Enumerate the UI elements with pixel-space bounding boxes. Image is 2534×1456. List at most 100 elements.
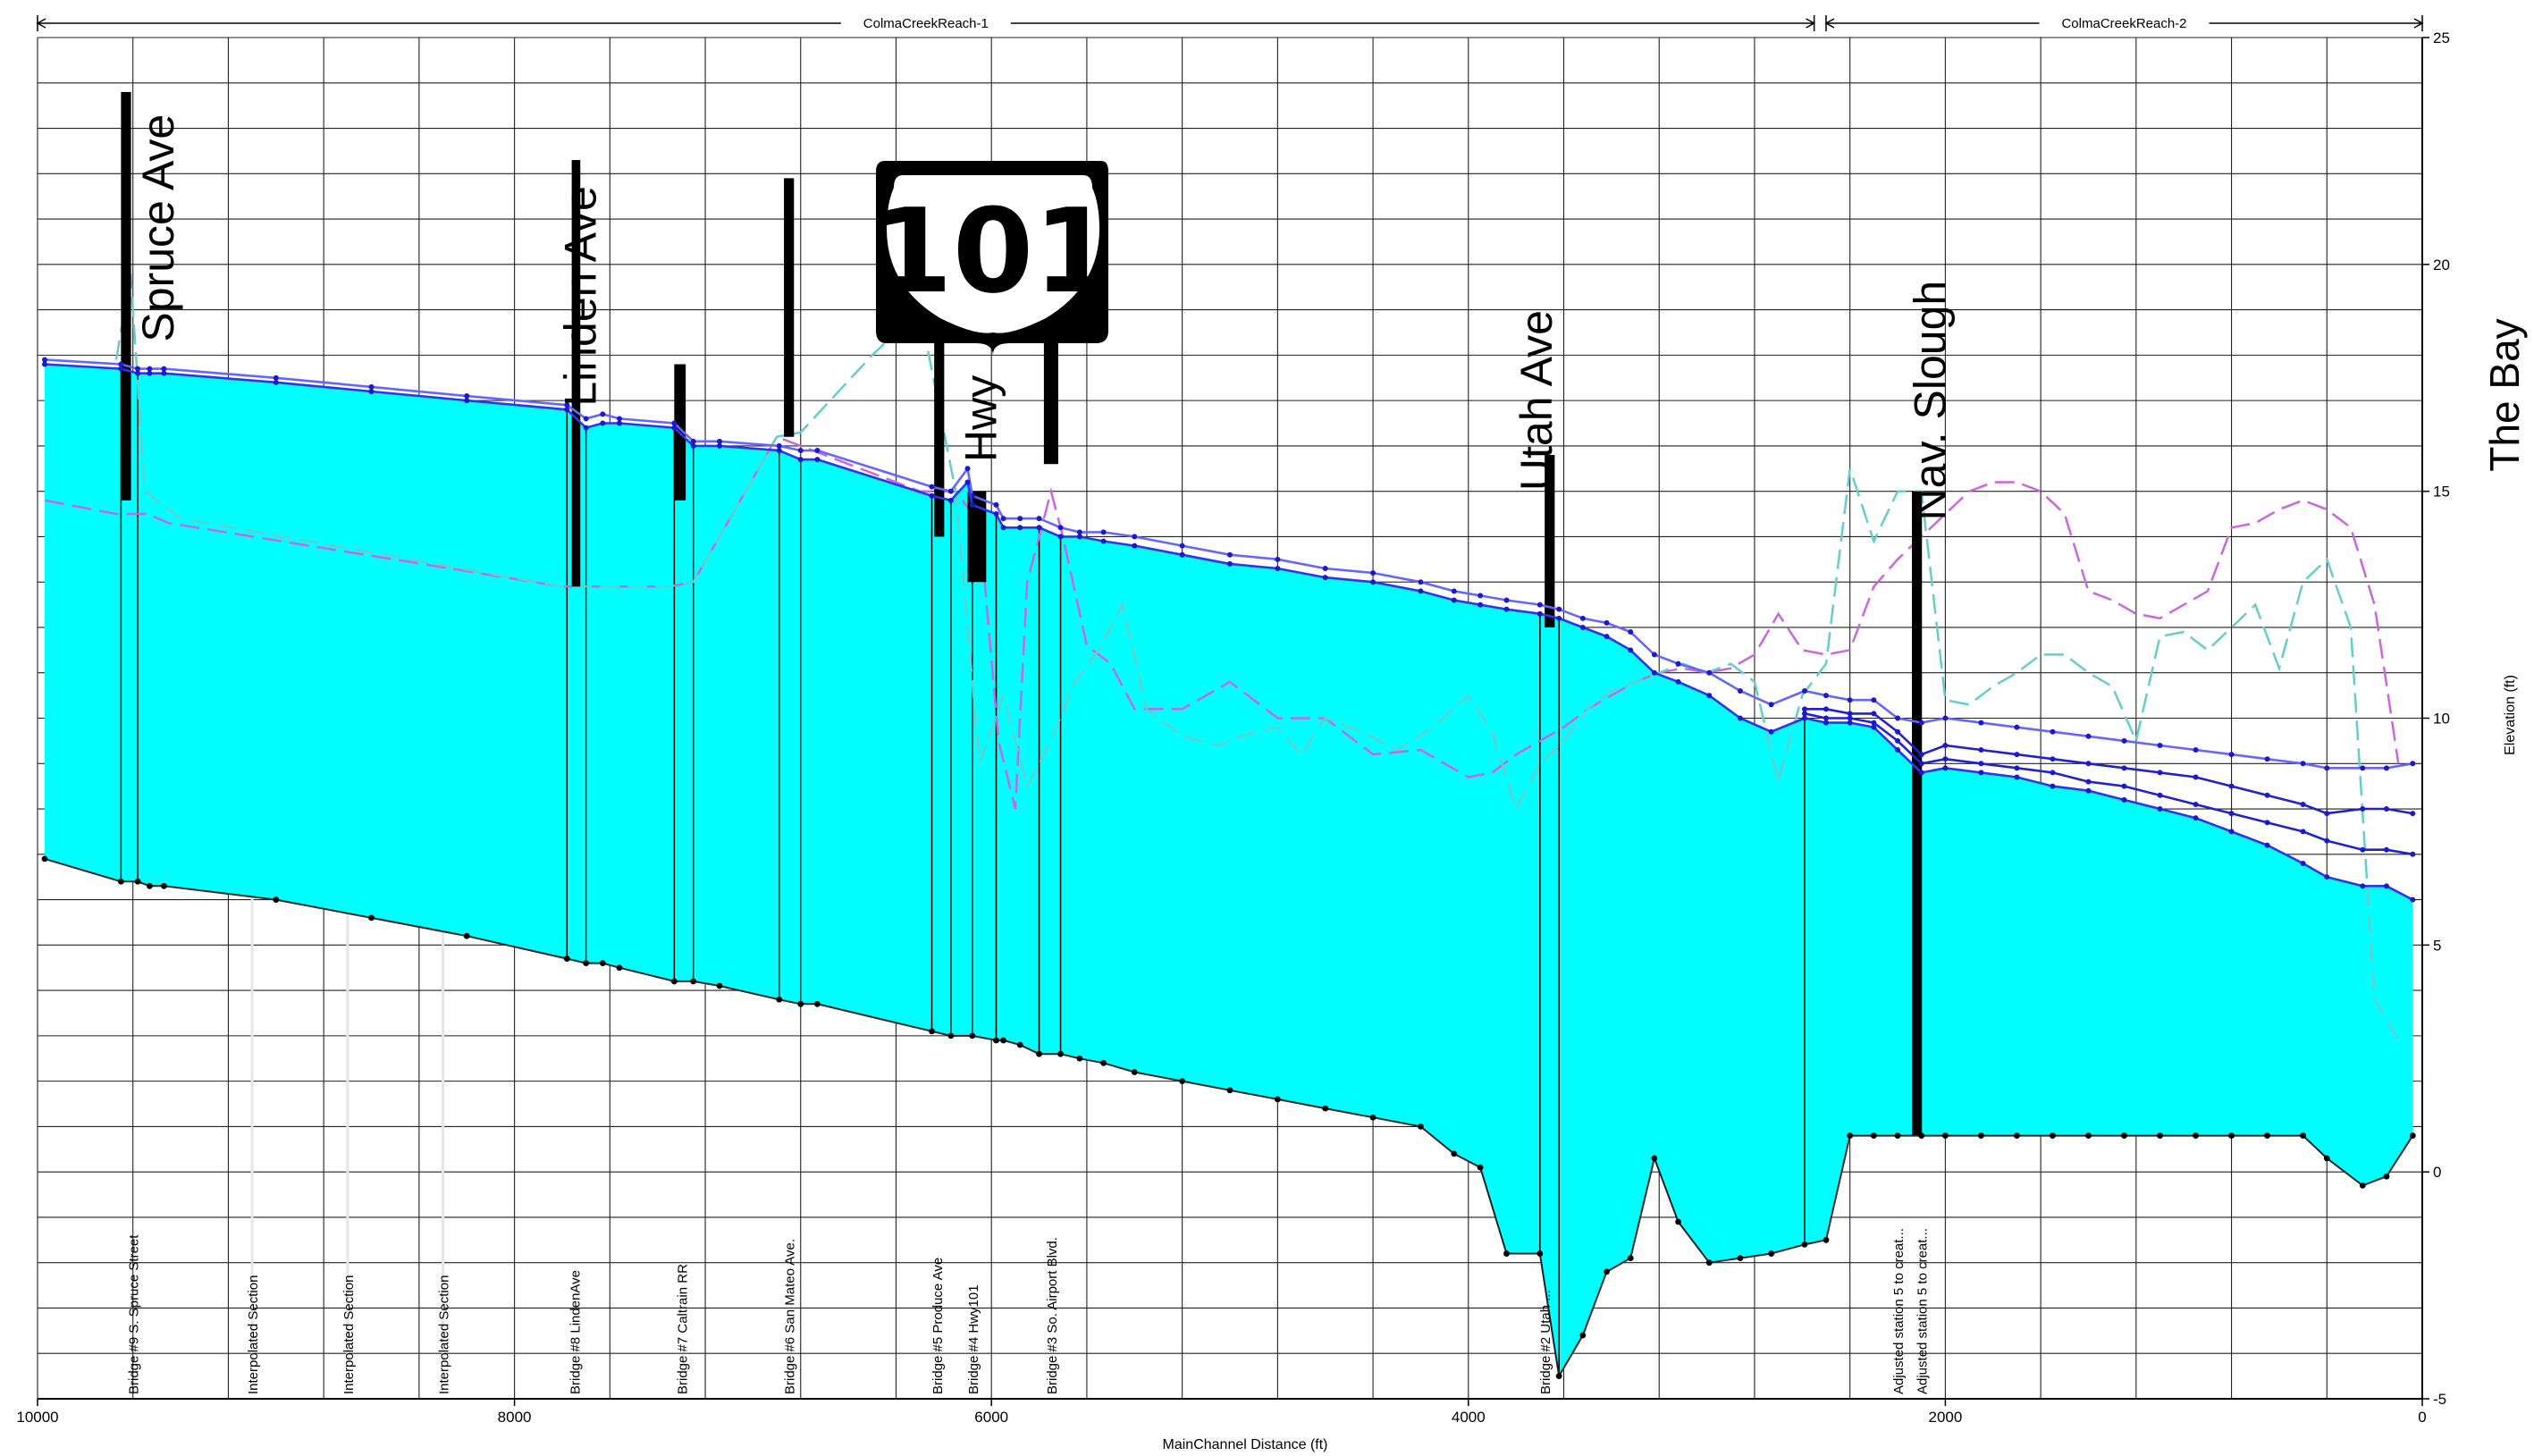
ground-point <box>368 914 375 922</box>
water-surface-line-point <box>1895 747 1901 753</box>
ground-point <box>1918 1132 1925 1139</box>
cross-section-label: Interpolated Section <box>437 1275 452 1394</box>
energy-grade-line-point <box>118 361 124 367</box>
energy-grade-line-point <box>1100 529 1107 535</box>
reach-arrow-icon <box>2413 18 2424 29</box>
water-surface-line-point <box>616 420 622 426</box>
ground-point <box>716 982 723 989</box>
ground-point <box>1179 1078 1186 1085</box>
water-surface-line-point <box>964 479 971 485</box>
cross-section-label: Bridge #7 Caltrain RR <box>675 1264 690 1394</box>
water-surface-line-2-point <box>2050 756 2056 762</box>
water-surface-line-point <box>2383 883 2389 889</box>
water-surface-line-3-point <box>2410 851 2416 857</box>
ground-point <box>969 1032 976 1039</box>
ground-point <box>2193 1132 2199 1139</box>
ground-point <box>2228 1132 2235 1139</box>
ground-point <box>2359 1182 2366 1189</box>
water-surface-line-3-point <box>2228 811 2235 817</box>
water-surface-line-2-point <box>2157 770 2163 776</box>
y-axis-title: Elevation (ft) <box>2503 675 2518 755</box>
ground-point <box>2121 1132 2127 1139</box>
water-surface-line-point <box>464 398 470 404</box>
energy-grade-line-point <box>1942 715 1949 721</box>
energy-grade-line-point <box>993 501 999 508</box>
water-surface-line-2-point <box>2085 761 2092 767</box>
ground-point <box>599 960 606 967</box>
water-surface-line-point <box>2360 883 2366 889</box>
ground-point <box>1555 1373 1562 1380</box>
energy-grade-line-point <box>1871 697 1877 703</box>
x-tick-label: 0 <box>2418 1409 2426 1426</box>
energy-grade-line-point <box>690 438 696 444</box>
energy-grade-line-point <box>1895 715 1901 721</box>
water-surface-line-point <box>135 370 141 376</box>
water-surface-line-3-point <box>1895 737 1901 744</box>
water-surface-line-point <box>1477 602 1484 608</box>
energy-grade-line-point <box>2014 724 2020 730</box>
energy-grade-line-point <box>1675 661 1681 667</box>
water-surface-line-2-point <box>2324 811 2330 817</box>
energy-grade-line-point <box>2360 765 2366 771</box>
water-surface-line-point <box>1651 669 1657 676</box>
energy-grade-line-point <box>135 366 141 372</box>
ground-point <box>1536 1250 1544 1257</box>
energy-grade-line-point <box>2410 761 2416 767</box>
water-surface-line-2-point <box>1801 706 1807 712</box>
energy-grade-line-point <box>1801 688 1807 694</box>
ground-point <box>1894 1132 1901 1139</box>
energy-grade-line-point <box>368 383 375 390</box>
water-surface-line-3-point <box>2300 829 2306 835</box>
energy-grade-line-point <box>2264 756 2270 762</box>
water-surface-line-point <box>1801 715 1807 721</box>
water-surface-line-2-point <box>1895 728 1901 735</box>
ground-point <box>1942 1132 1949 1139</box>
bridge-deck <box>1043 327 1058 465</box>
ground-point <box>670 978 678 985</box>
ground-point <box>117 878 124 885</box>
water-surface-line-3-point <box>1942 756 1949 762</box>
ground-point <box>1131 1069 1138 1075</box>
cross-section-label: Interpolated Section <box>246 1275 261 1394</box>
water-surface-line-point <box>1036 525 1042 531</box>
energy-grade-line-point <box>1918 720 1924 726</box>
water-surface-line-point <box>118 366 124 372</box>
water-fill <box>45 364 2413 1376</box>
ground-point <box>1503 1250 1510 1257</box>
energy-grade-line-point <box>616 416 622 422</box>
water-surface-line-point <box>1556 615 1562 621</box>
water-surface-line-2-point <box>1847 711 1853 717</box>
water-surface-line-point <box>2300 860 2306 866</box>
energy-grade-line-point <box>464 393 470 400</box>
water-surface-line-2-point <box>2121 765 2127 771</box>
ground-point <box>776 996 783 1003</box>
energy-grade-line-point <box>814 447 821 453</box>
y-tick-label: 25 <box>2433 29 2450 46</box>
water-surface-line-point <box>1418 588 1424 594</box>
energy-grade-line-point <box>1275 556 1281 562</box>
energy-grade-line-point <box>600 411 606 417</box>
water-surface-line-point <box>2050 783 2056 789</box>
water-surface-line-point <box>776 447 782 453</box>
cross-section-label: Interpolated Section <box>341 1275 357 1394</box>
water-surface-line-point <box>368 388 375 394</box>
energy-grade-line-point <box>797 447 804 453</box>
energy-grade-line-point <box>929 484 935 490</box>
water-surface-line-point <box>1132 543 1138 549</box>
ground-point <box>1451 1150 1458 1157</box>
bridge-deck <box>571 160 581 587</box>
axes: 10000 8000 6000 4000 2000 0 -5 0 5 10 15 20 25 ColmaC… <box>16 13 2450 1426</box>
water-surface-line-3-point <box>1978 761 1984 767</box>
side-label: The Bay <box>2481 318 2528 471</box>
water-surface-line-point <box>1768 728 1774 735</box>
water-surface-line-point <box>2121 796 2127 803</box>
energy-grade-line-point <box>1418 579 1424 585</box>
bridge-deck <box>934 327 945 537</box>
water-surface-line-point <box>1847 720 1853 726</box>
water-surface-line-point <box>947 497 954 503</box>
ground-point <box>814 1000 821 1007</box>
water-surface-line-3-point <box>1847 715 1853 721</box>
water-surface-line-3-point <box>2324 837 2330 844</box>
energy-grade-line-point <box>2085 733 2092 739</box>
energy-grade-line-point <box>1227 551 1233 558</box>
